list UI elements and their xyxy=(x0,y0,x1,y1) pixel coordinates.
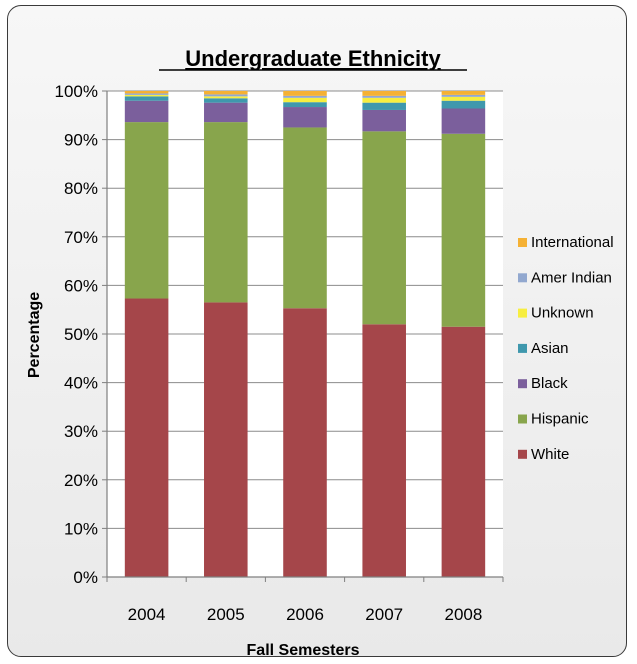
bar-segment-unknown xyxy=(441,96,486,101)
y-tick-label: 0% xyxy=(73,568,98,587)
legend-swatch xyxy=(518,379,527,389)
legend-label: Hispanic xyxy=(531,411,589,428)
bar-segment-unknown xyxy=(204,96,248,99)
axes xyxy=(102,90,504,582)
y-tick-label: 100% xyxy=(55,82,98,101)
legend-swatch xyxy=(518,343,527,353)
chart-title: Undergraduate Ethnicity xyxy=(185,46,441,71)
legend-swatch xyxy=(518,449,527,459)
y-tick-labels: 0% 10% 20% 30% 40% 50% 60% 70% 80% 90% 100% xyxy=(55,82,98,587)
bar-segment-amer-indian xyxy=(283,95,327,98)
bar-segment-white xyxy=(362,324,406,577)
bar-segment-asian xyxy=(124,96,169,101)
bar-segment-international xyxy=(204,91,248,95)
bar-segment-black xyxy=(124,100,169,123)
legend-item: Unknown xyxy=(518,305,594,322)
y-tick-label: 10% xyxy=(64,519,98,538)
legend-label: Asian xyxy=(531,340,569,357)
bar-segment-white xyxy=(204,302,248,577)
legend-item: Hispanic xyxy=(518,411,589,428)
y-tick-label: 40% xyxy=(64,374,98,393)
legend-swatch xyxy=(518,414,527,424)
legend-swatch xyxy=(518,308,527,318)
y-tick-label: 70% xyxy=(64,228,98,247)
legend-label: Amer Indian xyxy=(531,269,612,286)
y-axis-title: Percentage xyxy=(26,292,43,378)
bar-segment-asian xyxy=(441,100,486,109)
bar-segment-white xyxy=(441,326,486,577)
y-tick-label: 80% xyxy=(64,179,98,198)
legend-label: Unknown xyxy=(531,305,594,322)
bar-segment-international xyxy=(441,91,486,95)
bar-segment-unknown xyxy=(283,97,327,103)
x-tick-label: 2006 xyxy=(286,605,324,624)
bar-segment-hispanic xyxy=(441,133,486,327)
legend-label: Black xyxy=(531,375,568,392)
bar-segment-unknown xyxy=(124,94,169,97)
bar-segment-hispanic xyxy=(362,131,406,325)
x-tick-label: 2007 xyxy=(365,605,403,624)
bar-segment-black xyxy=(441,108,486,134)
legend-item: Asian xyxy=(518,340,569,357)
y-tick-label: 30% xyxy=(64,422,98,441)
x-axis-title: Fall Semesters xyxy=(247,642,360,659)
x-tick-labels: 2004 2005 2006 2007 2008 xyxy=(128,605,483,624)
x-tick-label: 2005 xyxy=(207,605,245,624)
bar-segment-white xyxy=(124,298,169,577)
legend-swatch xyxy=(518,238,527,247)
bar-segment-international xyxy=(283,91,327,96)
bar-segment-white xyxy=(283,308,327,577)
bar-segment-amer-indian xyxy=(362,95,406,98)
legend-swatch xyxy=(518,273,527,283)
bar-segment-amer-indian xyxy=(204,94,248,97)
y-tick-label: 50% xyxy=(64,325,98,344)
legend-label: White xyxy=(531,446,569,463)
bar-segment-hispanic xyxy=(283,127,327,309)
legend: International Amer Indian Unknown Asian Blac… xyxy=(518,234,614,463)
legend-item: Amer Indian xyxy=(518,269,612,286)
bar-segment-hispanic xyxy=(204,122,248,303)
bar-segment-hispanic xyxy=(124,122,169,299)
legend-item: International xyxy=(518,234,614,251)
y-tick-label: 20% xyxy=(64,471,98,490)
x-tick-label: 2004 xyxy=(128,605,166,624)
legend-item: Black xyxy=(518,375,568,392)
bar-segment-asian xyxy=(362,102,406,110)
bar-segment-amer-indian xyxy=(441,94,486,97)
bar-segment-black xyxy=(204,102,248,123)
bars xyxy=(124,91,486,577)
y-tick-label: 60% xyxy=(64,276,98,295)
bar-segment-asian xyxy=(283,102,327,108)
legend-label: International xyxy=(531,234,614,251)
y-tick-label: 90% xyxy=(64,131,98,150)
bar-segment-black xyxy=(362,109,406,132)
bar-segment-international xyxy=(124,91,169,94)
bar-segment-black xyxy=(283,107,327,128)
x-tick-label: 2008 xyxy=(444,605,482,624)
bar-segment-unknown xyxy=(362,97,406,103)
bar-segment-international xyxy=(362,91,406,96)
bar-segment-amer-indian xyxy=(124,93,169,95)
legend-item: White xyxy=(518,446,569,463)
bar-segment-asian xyxy=(204,98,248,103)
